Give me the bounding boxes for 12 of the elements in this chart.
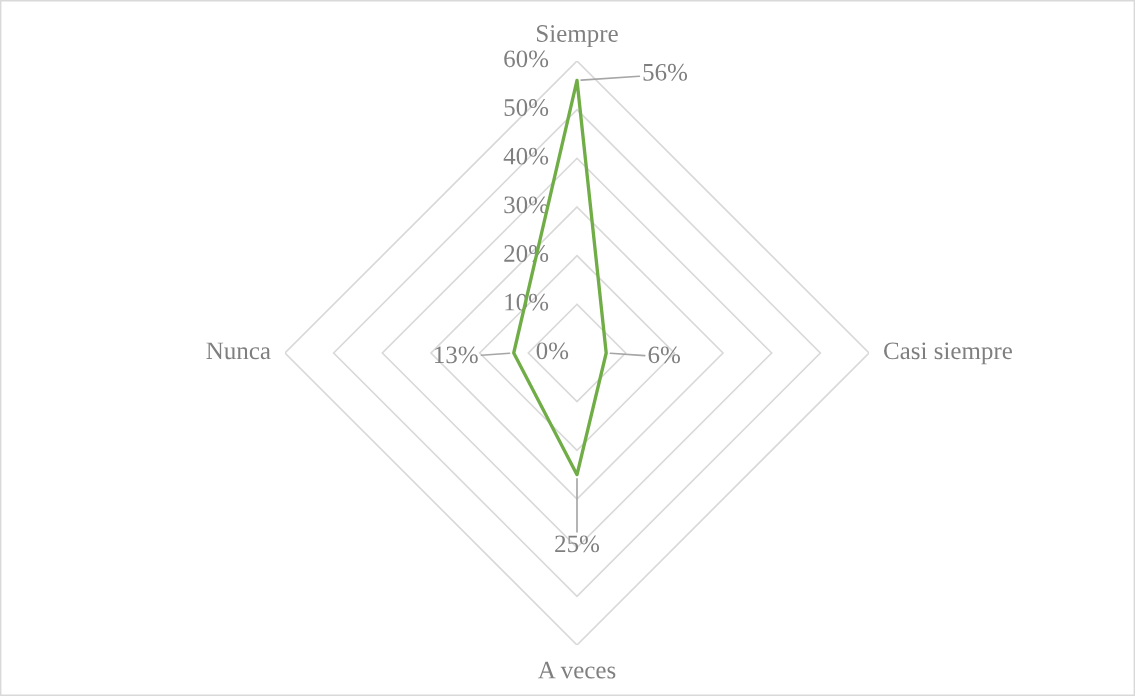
y-tick-label: 0% xyxy=(536,342,569,360)
y-tick-label: 50% xyxy=(504,99,549,117)
data-label: 56% xyxy=(643,63,688,81)
y-tick-label: 40% xyxy=(503,147,549,165)
spoke-label: Casi siempre xyxy=(884,342,1012,365)
spoke-label: Nunca xyxy=(206,342,271,360)
y-tick-label: 60% xyxy=(504,50,549,68)
spoke-label: Siempre xyxy=(537,25,618,47)
data-label: 13% xyxy=(435,346,478,364)
spoke-label: A veces xyxy=(538,661,616,679)
data-label: 6% xyxy=(648,346,681,364)
data-label: 25% xyxy=(555,535,600,553)
